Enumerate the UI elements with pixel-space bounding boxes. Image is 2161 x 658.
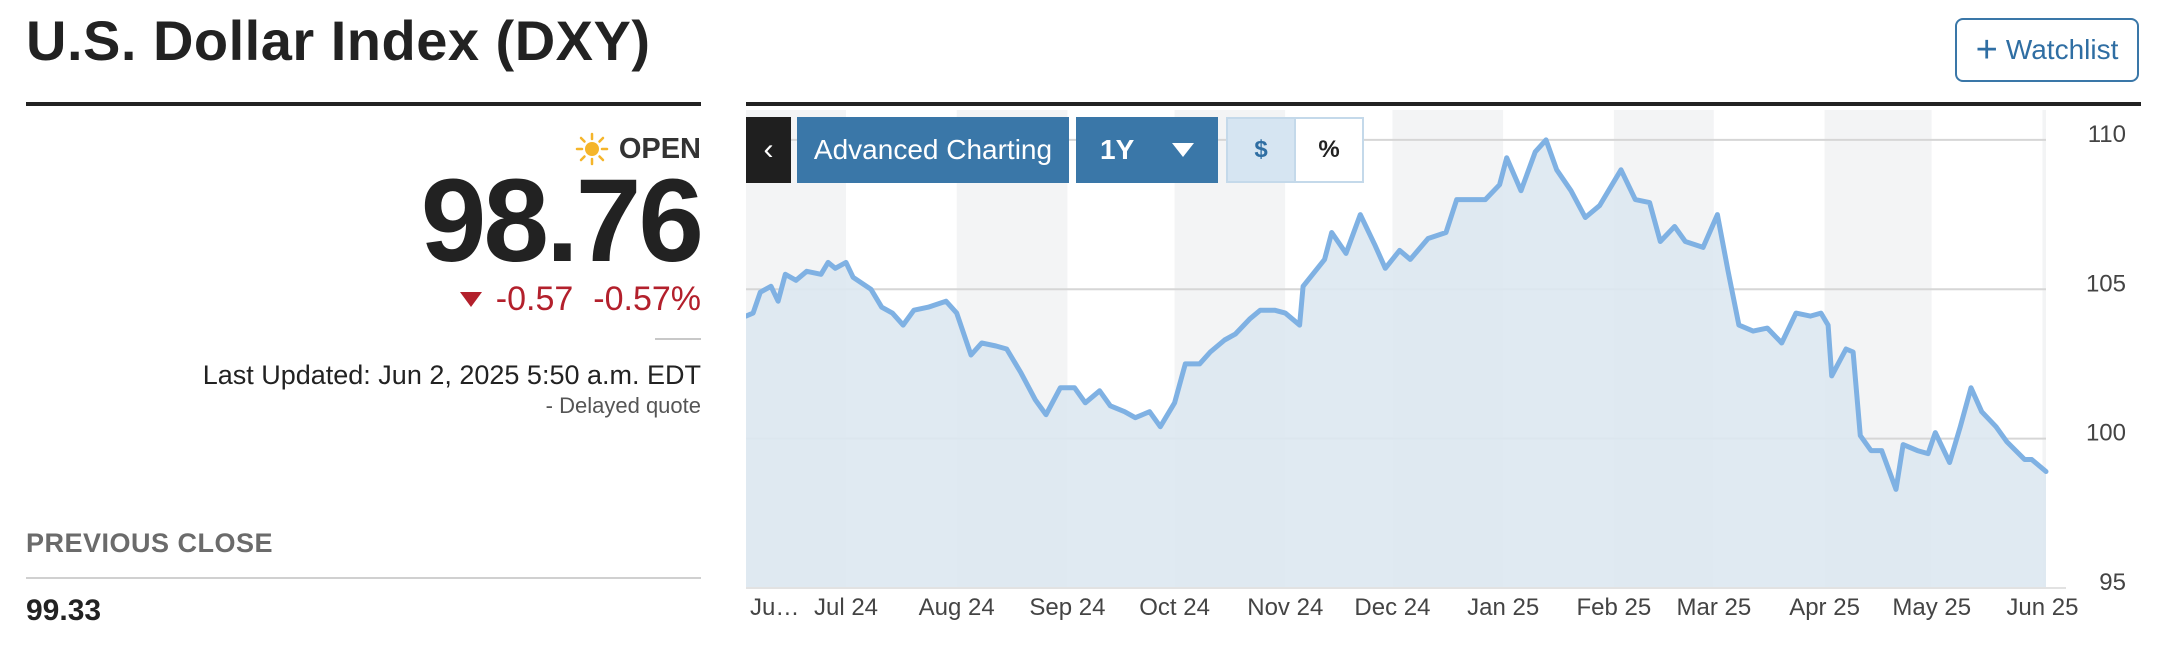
market-status: OPEN — [575, 132, 701, 166]
sun-icon — [575, 132, 609, 166]
x-tick-label: Mar 25 — [1677, 594, 1752, 621]
range-label: 1Y — [1100, 134, 1135, 165]
delayed-quote-note: - Delayed quote — [545, 393, 701, 418]
unit-toggle: $ % — [1226, 117, 1364, 183]
market-status-label: OPEN — [618, 132, 701, 165]
x-tick-label: Jan 25 — [1467, 594, 1539, 621]
x-tick-label: Jul 24 — [814, 594, 878, 621]
page-title: U.S. Dollar Index (DXY) — [26, 9, 651, 72]
down-arrow-icon — [459, 292, 482, 307]
previous-close-label: PREVIOUS CLOSE — [26, 528, 274, 558]
y-tick-label: 95 — [2099, 569, 2126, 596]
chart-header-rule — [746, 102, 2141, 106]
add-watchlist-button[interactable]: + Watchlist — [1955, 18, 2139, 82]
advanced-charting-button[interactable]: Advanced Charting — [797, 117, 1069, 183]
percent-toggle[interactable]: % — [1296, 119, 1362, 181]
plus-icon: + — [1975, 29, 1998, 71]
last-updated: Last Updated: Jun 2, 2025 5:50 a.m. EDT — [202, 360, 701, 390]
current-price: 98.76 — [420, 155, 704, 287]
x-tick-label: Oct 24 — [1139, 594, 1210, 621]
change-value: -0.57 — [495, 280, 574, 318]
left-header-rule — [26, 102, 701, 106]
x-tick-label: Dec 24 — [1354, 594, 1430, 621]
x-tick-label: Ju… — [750, 594, 799, 621]
collapse-button[interactable]: ‹ — [746, 117, 791, 183]
divider — [26, 577, 701, 579]
chart-toolbar: ‹ Advanced Charting 1Y $ % — [746, 117, 1364, 183]
x-tick-label: May 25 — [1892, 594, 1971, 621]
watchlist-label: Watchlist — [2005, 34, 2119, 65]
price-chart: 95 100 105 110 Ju… Jul 24 Aug 24 Sep 24 Oct 24 N… — [746, 110, 2126, 621]
month-band — [2042, 110, 2046, 588]
price-area — [746, 139, 2046, 588]
price-line — [746, 137, 2049, 492]
y-tick-label: 110 — [2088, 121, 2126, 148]
change-percent: -0.57% — [593, 280, 701, 318]
y-tick-label: 100 — [2086, 420, 2126, 447]
x-tick-label: Aug 24 — [919, 594, 995, 621]
x-tick-label: Nov 24 — [1247, 594, 1323, 621]
x-tick-label: Jun 25 — [2006, 594, 2078, 621]
divider — [655, 338, 701, 340]
dollar-toggle[interactable]: $ — [1228, 119, 1296, 181]
range-dropdown[interactable]: 1Y — [1076, 117, 1218, 183]
y-tick-label: 105 — [2086, 270, 2126, 297]
price-change: -0.57 -0.57% — [459, 280, 701, 319]
chevron-down-icon — [1172, 143, 1194, 157]
previous-close-value: 99.33 — [26, 594, 102, 627]
x-tick-label: Feb 25 — [1576, 594, 1651, 621]
x-tick-label: Apr 25 — [1789, 594, 1860, 621]
x-tick-label: Sep 24 — [1029, 594, 1105, 621]
